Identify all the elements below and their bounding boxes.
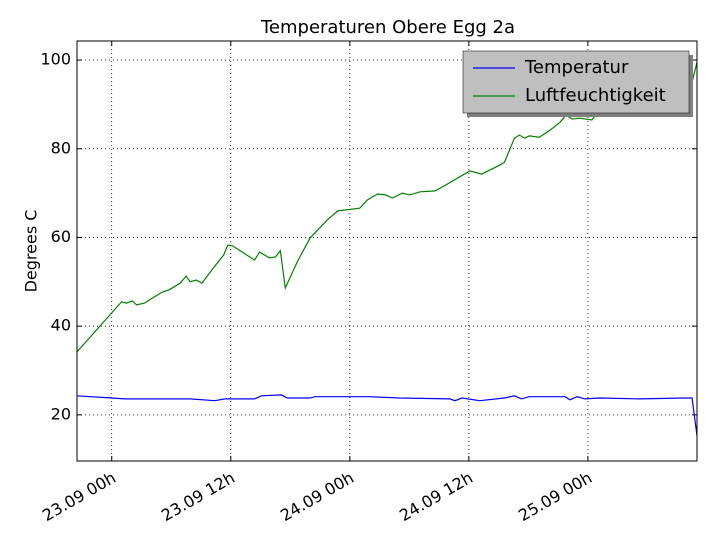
y-tick-label: 80: [51, 138, 71, 157]
legend-label: Temperatur: [524, 57, 629, 78]
y-tick-label: 40: [51, 316, 71, 335]
plot-frame: [76, 40, 698, 462]
x-tick-label: 23.09 12h: [158, 468, 238, 525]
x-tick-label: 23.09 00h: [39, 468, 119, 525]
line-series: [76, 62, 698, 353]
chart-title: Temperaturen Obere Egg 2a: [260, 17, 515, 38]
line-series: [76, 394, 698, 436]
y-tick-label: 20: [51, 404, 71, 423]
x-tick-label: 24.09 12h: [396, 468, 476, 525]
y-axis-label: Degrees C: [22, 210, 41, 293]
legend-label: Luftfeuchtigkeit: [525, 85, 666, 106]
y-tick-label: 60: [51, 227, 71, 246]
y-tick-label: 100: [40, 50, 71, 69]
x-tick-label: 24.09 00h: [277, 468, 357, 525]
x-tick-label: 25.09 00h: [515, 468, 595, 525]
legend-box: [462, 50, 690, 114]
